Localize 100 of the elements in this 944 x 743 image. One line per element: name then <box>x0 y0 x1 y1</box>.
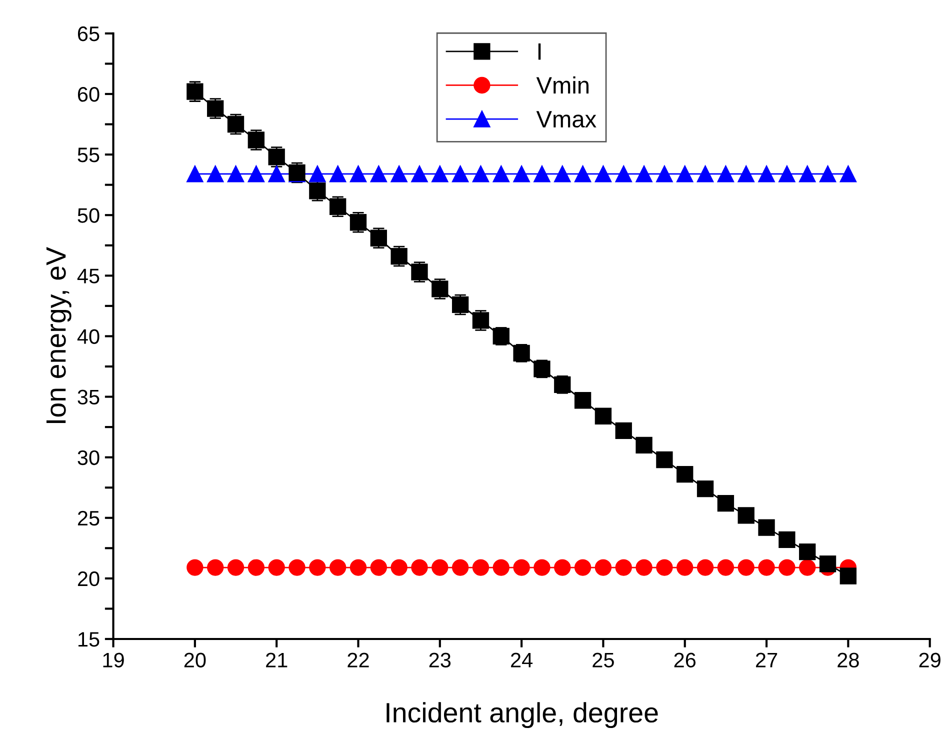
point <box>758 519 775 536</box>
point <box>696 559 714 576</box>
point <box>492 166 510 182</box>
point <box>554 559 571 576</box>
point <box>656 451 673 468</box>
point <box>227 559 244 576</box>
point <box>330 198 346 215</box>
point <box>309 166 326 182</box>
y-axis-title: Ion energy, eV <box>46 247 72 423</box>
point <box>717 166 734 182</box>
x-axis-title: Incident angle, degree <box>386 702 658 728</box>
point <box>594 166 612 182</box>
point <box>452 559 469 576</box>
point <box>390 166 408 182</box>
point <box>370 559 387 576</box>
point <box>207 559 224 576</box>
point <box>554 166 571 182</box>
x-tick-label: 28 <box>838 652 859 668</box>
point <box>186 166 204 182</box>
point <box>574 392 592 409</box>
point <box>534 559 550 576</box>
point <box>758 166 775 182</box>
point <box>492 559 510 576</box>
point <box>207 166 224 182</box>
point <box>390 559 408 576</box>
y-tick-label: 20 <box>78 571 100 586</box>
point <box>615 166 632 182</box>
point <box>696 480 714 498</box>
point <box>452 166 469 182</box>
point <box>472 166 490 182</box>
point <box>778 531 796 548</box>
point <box>778 166 796 182</box>
point <box>248 166 265 182</box>
point <box>330 166 346 182</box>
point <box>350 214 367 231</box>
point <box>411 166 428 182</box>
point <box>513 559 530 576</box>
point <box>799 543 816 560</box>
y-tick-label: 65 <box>78 26 100 42</box>
point <box>574 559 592 576</box>
point <box>432 166 448 182</box>
point <box>696 166 714 182</box>
point <box>676 166 694 182</box>
point <box>738 507 754 524</box>
x-tick-label: 25 <box>592 652 614 668</box>
point <box>799 166 816 182</box>
point <box>330 559 346 576</box>
point <box>636 436 652 454</box>
point <box>738 166 754 182</box>
point <box>574 166 592 182</box>
y-tick-label: 45 <box>77 268 100 284</box>
point <box>350 166 367 182</box>
y-tick-label: 15 <box>78 632 100 647</box>
point <box>534 166 550 182</box>
point <box>656 166 673 182</box>
point <box>268 559 285 576</box>
point <box>309 182 326 200</box>
point <box>778 559 796 576</box>
point <box>636 166 652 182</box>
x-tick-label: 29 <box>919 652 940 668</box>
y-tick-label: 40 <box>77 329 100 344</box>
point <box>432 559 448 576</box>
point <box>248 559 265 576</box>
point <box>799 559 816 576</box>
point <box>594 408 612 424</box>
x-tick-label: 24 <box>511 652 533 668</box>
y-tick-label: 55 <box>78 148 100 162</box>
point <box>227 166 244 182</box>
point <box>350 559 367 576</box>
x-tick-label: 26 <box>674 652 696 668</box>
point <box>186 559 204 576</box>
point <box>411 559 428 576</box>
point <box>758 559 775 576</box>
x-tick-label: 21 <box>266 652 288 668</box>
y-tick-label: 30 <box>78 450 100 466</box>
point <box>472 559 490 576</box>
point <box>738 559 754 576</box>
legend-label: I <box>538 43 541 60</box>
point <box>227 116 244 133</box>
y-tick-label: 60 <box>78 86 100 102</box>
x-tick-label: 22 <box>348 652 369 668</box>
point <box>656 559 673 576</box>
point <box>717 559 734 576</box>
legend-label: Vmin <box>536 76 589 94</box>
point <box>288 559 306 576</box>
point <box>840 568 857 584</box>
x-tick-label: 27 <box>756 652 778 668</box>
point <box>268 166 285 182</box>
point <box>370 166 387 182</box>
y-tick-label: 35 <box>78 390 100 405</box>
legend-label: Vmax <box>536 111 596 128</box>
y-tick-label: 25 <box>78 510 100 526</box>
y-tick-label: 50 <box>78 208 100 223</box>
x-tick-label: 19 <box>103 652 124 668</box>
point <box>513 166 530 182</box>
x-tick-label: 20 <box>184 652 206 668</box>
point <box>636 559 652 576</box>
point <box>248 132 265 148</box>
point <box>676 466 694 483</box>
x-tick-label: 23 <box>429 652 451 668</box>
